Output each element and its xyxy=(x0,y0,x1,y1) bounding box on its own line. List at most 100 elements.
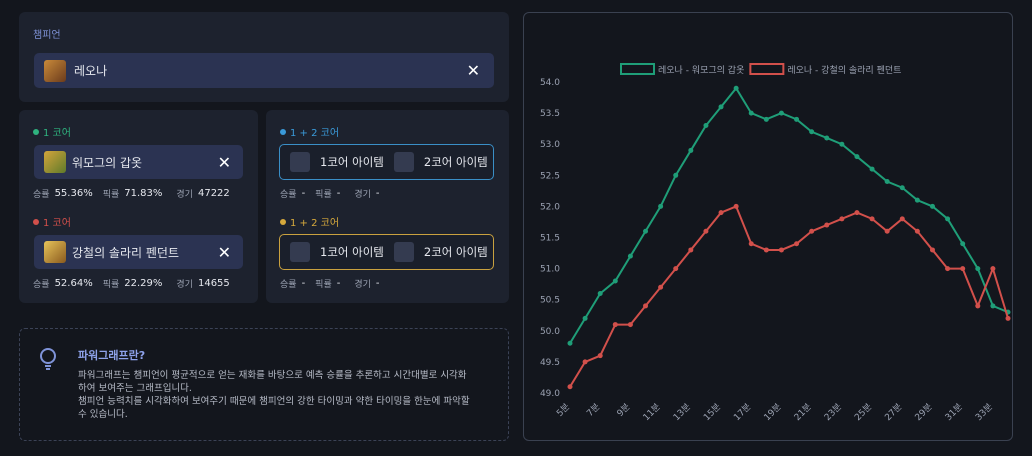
stat-label: 경기 xyxy=(176,280,193,290)
y-tick-label: 53.5 xyxy=(540,109,560,119)
item-name: 강철의 솔라리 펜던트 xyxy=(72,245,179,260)
point xyxy=(627,253,633,259)
core-label-text: 1 코어 xyxy=(43,128,71,139)
champion-icon xyxy=(44,59,66,82)
x-tick-label: 7분 xyxy=(585,401,603,419)
point xyxy=(854,154,860,160)
chart: 49.0 49.5 50.0 50.5 51.0 51.5 52.0 52.5 53.0 53.5… xyxy=(540,63,1011,423)
core-label: 1 + 2 코어 xyxy=(280,124,339,139)
clear-button[interactable]: ✕ xyxy=(217,242,231,262)
item-slot[interactable] xyxy=(393,152,414,172)
dot xyxy=(33,128,39,135)
item-slot[interactable] xyxy=(290,242,310,262)
dot xyxy=(280,218,286,225)
core-label: 1 코어 xyxy=(33,124,71,139)
point xyxy=(794,241,800,247)
x-tick-label: 15분 xyxy=(701,401,723,423)
point xyxy=(718,104,724,110)
line xyxy=(569,86,1009,344)
point xyxy=(567,384,573,390)
legend-label: 레오나 - 강철의 솔라리 펜던트 xyxy=(787,65,901,76)
point xyxy=(688,147,694,153)
item-slot[interactable] xyxy=(393,242,414,262)
stat-value: 47222 xyxy=(197,188,230,199)
stats-row: 승률 - 픽률 - 경기 - xyxy=(280,187,495,200)
champion-select[interactable]: 레오나 ✕ xyxy=(34,53,494,88)
chart-panel: 49.0 49.5 50.0 50.5 51.0 51.5 52.0 52.5 53.0 53.5… xyxy=(523,12,1013,441)
point xyxy=(945,216,951,222)
core-label-text: 1 + 2 코어 xyxy=(290,128,340,139)
combo-select[interactable]: 1코어 아이템 2코어 아이템 xyxy=(279,144,494,180)
y-tick-label: 53.0 xyxy=(540,140,560,150)
point xyxy=(975,266,981,272)
stat-label: 승률 xyxy=(33,280,50,290)
point xyxy=(839,141,845,147)
section-label: 챔피언 xyxy=(33,30,61,41)
point xyxy=(884,179,890,185)
point xyxy=(945,266,951,272)
stat-value: - xyxy=(336,278,341,289)
dot xyxy=(280,128,286,135)
point xyxy=(763,116,769,122)
point xyxy=(703,123,709,129)
x-tick-label: 11분 xyxy=(641,401,663,423)
stats-row: 승률 55.36% 픽률 71.83% 경기 47222 xyxy=(33,187,248,200)
x-tick-label: 5분 xyxy=(554,401,572,419)
point xyxy=(975,303,981,309)
x-tick-label: 33분 xyxy=(973,401,995,423)
item-select[interactable]: 워모그의 갑옷 ✕ xyxy=(34,145,243,179)
point xyxy=(582,315,588,321)
point xyxy=(658,284,664,290)
core-label-text: 1 코어 xyxy=(43,218,71,229)
slot-label: 1코어 아이템 xyxy=(320,245,384,259)
point xyxy=(809,129,815,135)
point xyxy=(809,228,815,234)
champion-panel: 챔피언 레오나 ✕ xyxy=(19,12,509,102)
item-slot[interactable] xyxy=(290,152,310,172)
y-tick-label: 51.5 xyxy=(540,234,560,244)
point xyxy=(673,266,679,272)
stat-label: 경기 xyxy=(354,280,371,290)
point xyxy=(854,210,860,216)
stat-value: 14655 xyxy=(197,278,230,289)
point xyxy=(990,303,996,309)
y-tick-label: 50.5 xyxy=(540,296,560,306)
point xyxy=(763,247,769,253)
point xyxy=(960,266,966,272)
core-label-text: 1 + 2 코어 xyxy=(290,218,340,229)
point xyxy=(869,166,875,172)
stat-value: - xyxy=(375,278,380,289)
info-title: 파워그래프란? xyxy=(78,349,146,362)
clear-button[interactable]: ✕ xyxy=(217,152,231,172)
line xyxy=(569,205,1009,388)
clear-button[interactable]: ✕ xyxy=(466,61,480,80)
stats-row: 승률 52.64% 픽률 22.29% 경기 14655 xyxy=(33,277,248,290)
point xyxy=(794,116,800,122)
combo-panel: 1 + 2 코어 1코어 아이템 2코어 아이템 승률 - 픽률 - 경기 -1 + 2 코어 1… xyxy=(266,110,509,303)
item-name: 워모그의 갑옷 xyxy=(72,155,143,170)
stat-label: 경기 xyxy=(176,190,193,200)
point xyxy=(960,241,966,247)
item-select[interactable]: 강철의 솔라리 펜던트 ✕ xyxy=(34,235,243,269)
y-tick-label: 52.0 xyxy=(540,202,560,212)
stat-label: 승률 xyxy=(33,190,50,200)
x-tick-label: 17분 xyxy=(732,401,754,423)
legend-swatch xyxy=(749,63,785,75)
info-line: 파워그래프는 챔피언이 평균적으로 얻는 재화를 바탕으로 예측 승률을 추론하… xyxy=(78,370,467,381)
point xyxy=(778,110,784,116)
stat-value: 22.29% xyxy=(124,278,163,289)
stats-row: 승률 - 픽률 - 경기 - xyxy=(280,277,495,290)
combo-select[interactable]: 1코어 아이템 2코어 아이템 xyxy=(279,234,494,270)
stat-value: - xyxy=(375,188,380,199)
y-tick-label: 52.5 xyxy=(540,171,560,181)
point xyxy=(748,110,754,116)
x-tick-label: 23분 xyxy=(822,401,844,423)
point xyxy=(733,85,739,91)
info-line: 수 있습니다. xyxy=(78,409,128,420)
y-tick-label: 49.0 xyxy=(540,389,560,399)
slot-label: 2코어 아이템 xyxy=(423,245,488,259)
stat-label: 픽률 xyxy=(315,280,332,290)
x-tick-label: 9분 xyxy=(615,401,633,419)
point xyxy=(733,203,739,209)
stat-value: 55.36% xyxy=(54,188,93,199)
